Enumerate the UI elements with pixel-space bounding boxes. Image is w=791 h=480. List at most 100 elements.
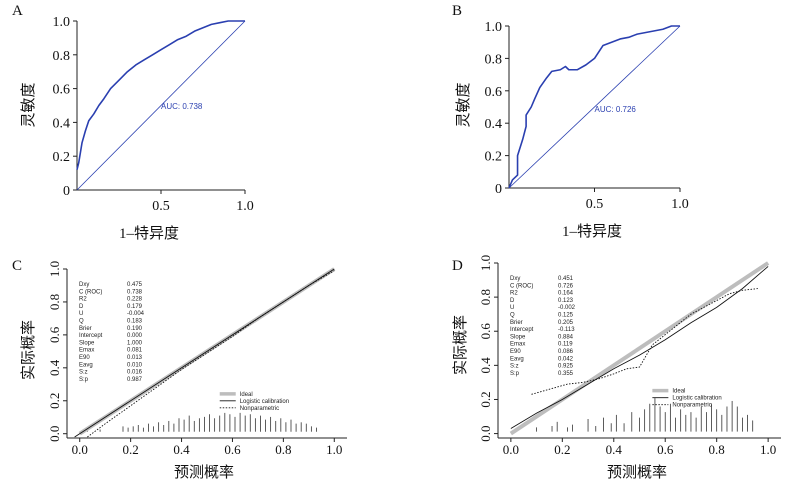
- stat-value: 0.042: [558, 356, 574, 362]
- legend-label: Logistic calibration: [240, 399, 289, 405]
- y-tick-label: 0.6: [53, 83, 71, 98]
- y-tick-label: 0.4: [478, 357, 493, 374]
- stat-name: Intercept: [79, 333, 103, 339]
- x-axis-label: 1–特异度: [562, 223, 622, 240]
- stat-name: Dxy: [510, 276, 520, 282]
- y-tick-label: 0: [495, 182, 502, 197]
- stat-value: 0.000: [127, 333, 143, 339]
- y-tick-label: 0.8: [485, 52, 503, 67]
- stat-value: 0.190: [127, 326, 143, 332]
- stat-value: 0.355: [558, 371, 574, 377]
- stat-name: Intercept: [510, 327, 534, 333]
- stat-name: Emax: [79, 348, 94, 354]
- chart-c: C 0.0 0.2 0.4 0.6 0.8 1.0 0.0 0.2 0.4 0.6 0.8 1.0 Dxy…: [12, 258, 347, 480]
- x-tick-label: 0.6: [657, 442, 674, 457]
- stat-value: 0.123: [558, 298, 574, 304]
- stat-name: D: [510, 298, 515, 304]
- x-tick-label: 1.0: [236, 199, 254, 214]
- y-tick-label: 0.2: [53, 150, 71, 165]
- legend-label: Nonparametric: [672, 403, 711, 409]
- y-axis-label: 灵敏度: [20, 82, 37, 127]
- stat-name: D: [79, 304, 84, 310]
- y-tick-label: 0.6: [47, 326, 62, 343]
- roc-curve: [508, 25, 680, 189]
- stat-name: Q: [79, 319, 84, 325]
- x-tick-label: 0.4: [173, 442, 190, 457]
- x-tick-label: 0.2: [123, 442, 139, 457]
- stat-value: 0.010: [127, 362, 143, 368]
- y-tick-label: 1.0: [485, 20, 503, 35]
- stat-value: 0.179: [127, 304, 143, 310]
- x-tick-label: 0.6: [224, 442, 241, 457]
- y-axis-label: 实际概率: [452, 315, 469, 375]
- stats-block: Dxy 0.475 C (ROC) 0.738 R2 0.228 D 0.179 U -0.004…: [79, 282, 145, 383]
- histogram: [536, 398, 754, 432]
- panel-label: C: [12, 258, 22, 274]
- x-tick-label: 0.5: [152, 199, 170, 214]
- legend-label: Ideal: [240, 392, 253, 398]
- stat-name: Dxy: [79, 282, 89, 288]
- stat-value: 0.987: [127, 377, 143, 383]
- x-axis-label: 1–特异度: [119, 225, 179, 242]
- stat-name: Emax: [510, 342, 525, 348]
- y-tick-label: 0.4: [47, 359, 62, 376]
- stat-value: -0.002: [558, 305, 576, 311]
- stat-value: 0.164: [558, 291, 574, 297]
- stat-value: 0.013: [127, 355, 143, 361]
- stat-value: 0.228: [127, 297, 143, 303]
- stat-value: 0.081: [127, 348, 143, 354]
- y-tick-label: 1.0: [478, 255, 493, 271]
- stat-value: 0.451: [558, 276, 574, 282]
- x-tick-label: 0.8: [709, 442, 725, 457]
- stat-name: E90: [510, 349, 521, 355]
- stat-value: 0.726: [558, 283, 574, 289]
- chart-a: A 0 0.2 0.4 0.6 0.8 1.0 0.5 1.0 AUC: 0.738 1–特异度 灵敏…: [12, 3, 254, 242]
- y-tick-label: 0.4: [485, 117, 503, 132]
- y-tick-label: 0.8: [47, 294, 62, 310]
- stat-name: S:z: [510, 364, 519, 370]
- x-axis-label: 预测概率: [607, 464, 667, 480]
- x-axis-label: 预测概率: [174, 464, 234, 480]
- y-tick-label: 0: [63, 184, 70, 199]
- stat-name: U: [79, 311, 83, 317]
- x-tick-label: 1.0: [326, 442, 342, 457]
- legend-label: Ideal: [672, 389, 685, 395]
- y-tick-label: 0.8: [478, 289, 493, 305]
- legend-label: Logistic calibration: [672, 396, 721, 402]
- stat-name: C (ROC): [79, 289, 102, 295]
- y-tick-label: 0.8: [53, 49, 71, 64]
- y-tick-label: 0.6: [485, 85, 503, 100]
- chart-d: D 0.0 0.2 0.4 0.6 0.8 1.0 0.0 0.2 0.4 0.6 0.8 1.0 Dxy…: [452, 255, 781, 480]
- x-tick-label: 0.2: [554, 442, 570, 457]
- stat-name: Brier: [510, 320, 523, 326]
- stat-name: Q: [510, 313, 515, 319]
- stat-value: 0.016: [127, 370, 143, 376]
- y-tick-label: 0.6: [478, 323, 493, 340]
- stat-name: S:z: [79, 370, 88, 376]
- stat-name: Slope: [510, 334, 526, 340]
- chart-b: B 0 0.2 0.4 0.6 0.8 1.0 0.5 1.0 AUC: 0.726 1–特异度 灵敏…: [452, 3, 689, 240]
- logistic-calibration-line: [510, 266, 769, 429]
- y-tick-label: 0.2: [485, 150, 503, 165]
- stat-name: Eavg: [79, 362, 93, 368]
- auc-annotation: AUC: 0.738: [161, 102, 203, 111]
- roc-curve: [76, 20, 245, 170]
- reference-line: [508, 25, 681, 189]
- stat-value: -0.113: [558, 327, 575, 333]
- stat-value: -0.004: [127, 311, 145, 317]
- stat-name: R2: [510, 291, 518, 297]
- stat-value: 0.205: [558, 320, 574, 326]
- stat-name: S:p: [510, 371, 520, 377]
- histogram: [86, 412, 317, 432]
- y-axis-label: 灵敏度: [455, 82, 472, 127]
- stat-name: Slope: [79, 340, 95, 346]
- x-tick-label: 1.0: [760, 442, 776, 457]
- stat-value: 0.125: [558, 313, 574, 319]
- stat-value: 0.475: [127, 282, 143, 288]
- x-tick-label: 1.0: [671, 197, 689, 212]
- stat-name: R2: [79, 297, 87, 303]
- y-tick-label: 0.4: [53, 116, 71, 131]
